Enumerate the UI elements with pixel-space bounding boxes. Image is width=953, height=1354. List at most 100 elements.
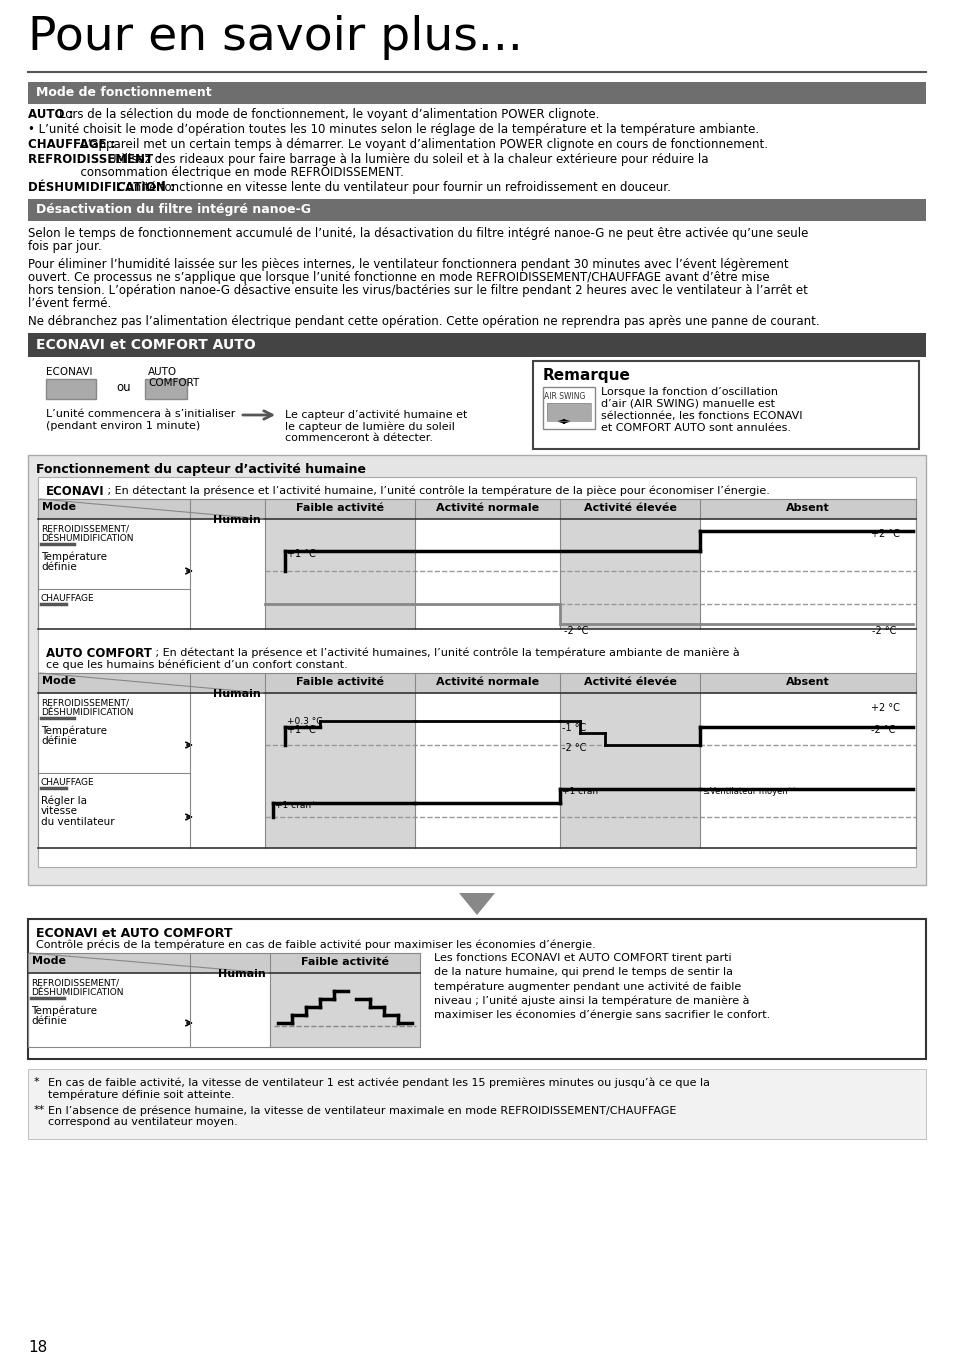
Text: Absent: Absent [785,677,829,686]
Text: température définie soit atteinte.: température définie soit atteinte. [48,1089,234,1099]
Text: **: ** [34,1105,45,1114]
Text: CHAUFFAGE: CHAUFFAGE [41,594,94,603]
Polygon shape [458,894,495,915]
Bar [28,1070,925,1139]
Text: température augmenter pendant une activité de faible: température augmenter pendant une activi… [434,982,740,991]
Text: DÉSHUMIDIFICATION :: DÉSHUMIDIFICATION : [28,181,179,194]
Text: ECONAVI: ECONAVI [46,485,105,498]
Text: Remarque: Remarque [542,368,630,383]
Text: L’unité fonctionne en vitesse lente du ventilateur pour fournir un refroidisseme: L’unité fonctionne en vitesse lente du v… [116,181,671,194]
Text: ce que les humains bénéficient d’un confort constant.: ce que les humains bénéficient d’un conf… [46,659,348,670]
Text: fois par jour.: fois par jour. [28,240,102,253]
Text: Mode: Mode [42,502,76,512]
Bar [38,477,915,867]
Text: L’unité commencera à s’initialiser: L’unité commencera à s’initialiser [46,409,235,418]
Bar [270,974,419,1047]
Text: -2 °C: -2 °C [563,626,588,636]
Text: Le capteur d’activité humaine et: Le capteur d’activité humaine et [285,409,467,420]
Text: -2 °C: -2 °C [561,743,586,753]
Text: Lorsque la fonction d’oscillation: Lorsque la fonction d’oscillation [600,387,778,397]
Text: ; En détectant la présence et l’activité humaine, l’unité contrôle la températur: ; En détectant la présence et l’activité… [104,485,769,496]
Bar [46,379,96,399]
Text: +1 °C: +1 °C [287,548,315,559]
Text: vitesse: vitesse [41,806,78,816]
Bar [28,953,419,974]
Text: ≤Ventilateur moyen**: ≤Ventilateur moyen** [702,787,796,796]
Text: REFROIDISSEMENT/: REFROIDISSEMENT/ [41,699,129,707]
Text: commenceront à détecter.: commenceront à détecter. [285,433,433,443]
Bar [38,673,915,693]
Text: Activité élevée: Activité élevée [583,502,676,513]
Bar [46,379,96,399]
Text: Mode: Mode [42,676,76,686]
Text: Mode: Mode [32,956,66,965]
Text: AUTO :: AUTO : [28,108,77,121]
Text: définie: définie [41,562,76,571]
Text: Mode de fonctionnement: Mode de fonctionnement [36,87,212,99]
Text: Faible activité: Faible activité [295,502,384,513]
Bar [559,673,700,848]
Text: Fonctionnement du capteur d’activité humaine: Fonctionnement du capteur d’activité hum… [36,463,366,477]
Text: ◄►: ◄► [557,414,572,425]
Text: Lors de la sélection du mode de fonctionnement, le voyant d’alimentation POWER c: Lors de la sélection du mode de fonction… [59,108,598,121]
Bar [145,379,187,399]
Text: Température: Température [30,1005,97,1016]
Text: -1 °C: -1 °C [561,723,586,733]
Text: Faible activité: Faible activité [295,677,384,686]
Text: ECONAVI: ECONAVI [46,367,92,376]
Text: Les fonctions ECONAVI et AUTO COMFORT tirent parti: Les fonctions ECONAVI et AUTO COMFORT ti… [434,953,731,963]
Text: Selon le temps de fonctionnement accumulé de l’unité, la désactivation du filtre: Selon le temps de fonctionnement accumul… [28,227,807,240]
Text: DÉSHUMIDIFICATION: DÉSHUMIDIFICATION [41,708,133,718]
Text: ; En détectant la présence et l’activité humaines, l’unité contrôle la températu: ; En détectant la présence et l’activité… [152,647,739,658]
Text: CHAUFFAGE: CHAUFFAGE [41,779,94,787]
Text: Activité normale: Activité normale [436,677,538,686]
Bar [145,379,187,399]
Bar [28,333,925,357]
Bar [533,362,918,450]
Text: REFROIDISSEMENT/: REFROIDISSEMENT/ [30,978,119,987]
Text: (pendant environ 1 minute): (pendant environ 1 minute) [46,421,200,431]
Text: de la nature humaine, qui prend le temps de sentir la: de la nature humaine, qui prend le temps… [434,967,732,978]
Text: Activité normale: Activité normale [436,502,538,513]
Text: Faible activité: Faible activité [301,957,389,967]
Text: sélectionnée, les fonctions ECONAVI: sélectionnée, les fonctions ECONAVI [600,412,801,421]
Text: +2 °C: +2 °C [870,529,899,539]
Text: Ne débranchez pas l’alimentation électrique pendant cette opération. Cette opéra: Ne débranchez pas l’alimentation électri… [28,315,819,328]
Text: et COMFORT AUTO sont annulées.: et COMFORT AUTO sont annulées. [600,422,790,433]
Bar [265,500,415,630]
Text: correspond au ventilateur moyen.: correspond au ventilateur moyen. [48,1117,237,1127]
Bar [28,919,925,1059]
Bar [546,403,590,421]
Bar [265,673,415,848]
Text: En l’absence de présence humaine, la vitesse de ventilateur maximale en mode REF: En l’absence de présence humaine, la vit… [48,1105,676,1116]
Bar [270,953,419,974]
Text: REFROIDISSEMENT :: REFROIDISSEMENT : [28,153,166,167]
Bar [28,455,925,886]
Text: En cas de faible activité, la vitesse de ventilateur 1 est activée pendant les 1: En cas de faible activité, la vitesse de… [48,1076,709,1087]
Text: -2 °C: -2 °C [870,724,895,735]
Text: du ventilateur: du ventilateur [41,816,114,827]
Text: Contrôle précis de la température en cas de faible activité pour maximiser les é: Contrôle précis de la température en cas… [36,940,595,951]
Text: +1 °C: +1 °C [287,724,315,735]
Text: ou: ou [116,380,131,394]
Text: Humain: Humain [213,515,261,525]
Text: -2 °C: -2 °C [871,626,896,636]
Text: AUTO: AUTO [148,367,177,376]
Text: Humain: Humain [218,969,266,979]
Bar [28,199,925,221]
Text: • L’unité choisit le mode d’opération toutes les 10 minutes selon le réglage de : • L’unité choisit le mode d’opération to… [28,123,759,135]
Text: Température: Température [41,724,107,735]
Text: Régler la: Régler la [41,795,87,806]
Text: AIR SWING: AIR SWING [543,393,585,401]
Bar [559,500,700,630]
Text: Humain: Humain [213,689,261,699]
Bar [546,403,590,421]
Text: L’appareil met un certain temps à démarrer. Le voyant d’alimentation POWER clign: L’appareil met un certain temps à démarr… [81,138,767,152]
Text: DÉSHUMIDIFICATION: DÉSHUMIDIFICATION [30,988,123,997]
Text: *: * [34,1076,40,1087]
Text: le capteur de lumière du soleil: le capteur de lumière du soleil [285,421,455,432]
Text: +1 cran: +1 cran [561,787,598,796]
Text: niveau ; l’unité ajuste ainsi la température de manière à: niveau ; l’unité ajuste ainsi la tempéra… [434,995,749,1006]
Text: +2 °C: +2 °C [870,703,899,714]
Text: ECONAVI et COMFORT AUTO: ECONAVI et COMFORT AUTO [36,338,255,352]
